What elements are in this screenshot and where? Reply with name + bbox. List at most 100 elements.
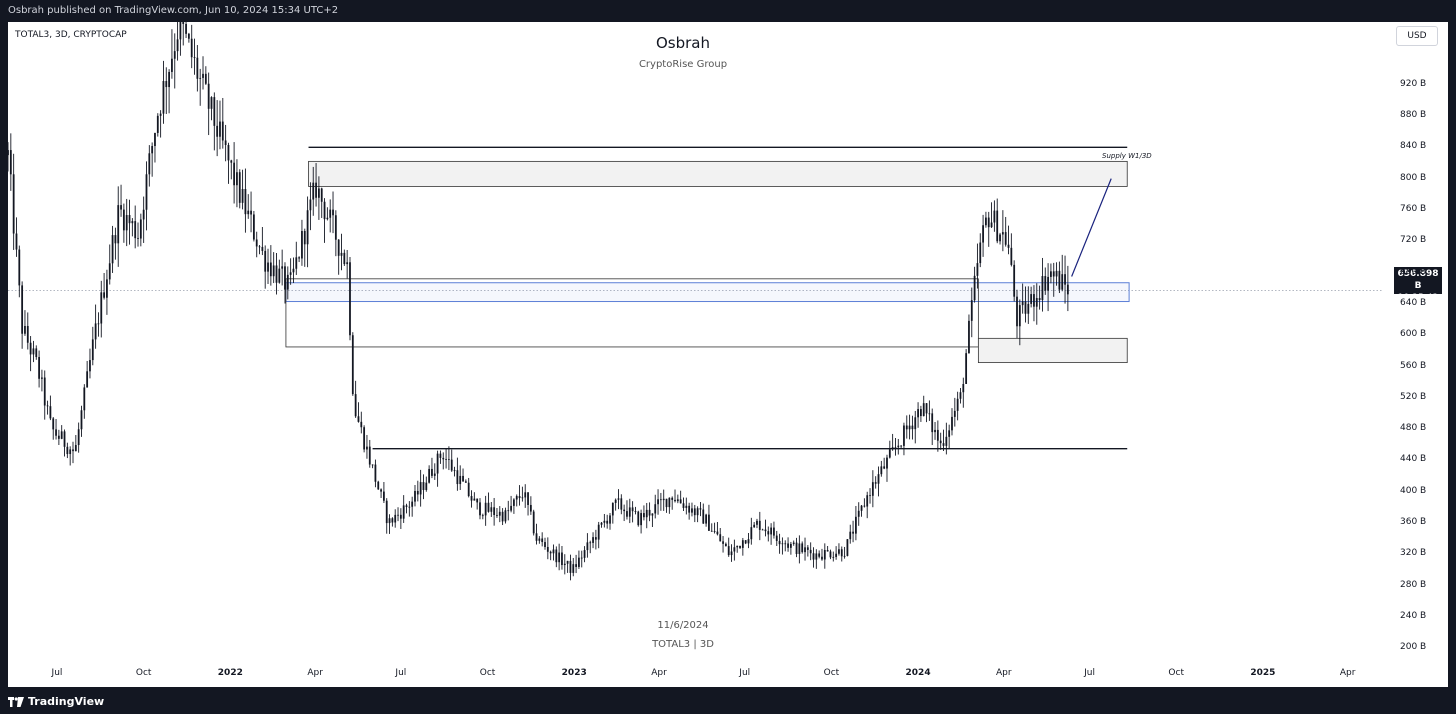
candle [481,513,484,520]
candle [156,113,159,137]
currency-button[interactable]: USD [1396,26,1438,46]
candle [510,495,512,513]
candle [546,537,549,560]
candle [795,537,798,558]
publisher-line: Osbrah published on TradingView.com, Jun… [8,5,339,16]
chart-plot[interactable] [8,22,1448,687]
candle [354,380,357,418]
candle [244,168,247,233]
candle [659,492,662,511]
candle [871,470,874,508]
candle [572,557,575,577]
candle [219,100,221,150]
candle [8,142,9,172]
candle [739,545,741,550]
candle [611,502,614,524]
candle [210,96,213,121]
candle [171,29,173,79]
chart-title: Osbrah [655,34,710,52]
candle [114,227,117,260]
candle [903,422,905,456]
x-tick-label: Apr [651,668,667,678]
candle [1033,285,1035,322]
candle [15,217,18,257]
candle [261,227,264,256]
candle [408,501,411,517]
candle [956,391,959,421]
candle [1064,255,1066,304]
candle [176,22,179,61]
candle [665,498,668,513]
x-tick-label: Apr [307,668,323,678]
candle [100,280,103,338]
chart-canvas[interactable]: TOTAL3, 3D, CRYPTOCAP USD Osbrah CryptoR… [8,22,1448,687]
candle [1027,286,1030,324]
candle [258,245,261,255]
candle [120,184,122,217]
candle [108,244,111,285]
candle [425,476,428,492]
candle [122,203,125,243]
candle [1030,286,1033,308]
candle [306,196,309,268]
candle [614,498,617,511]
candle [773,521,775,539]
bar-countdown: 10:25:42 [1397,293,1439,303]
candle [936,420,939,452]
bottom-bar: TradingView [0,687,1456,714]
symbol-legend[interactable]: TOTAL3, 3D, CRYPTOCAP [15,30,127,40]
candle [165,67,168,114]
candle [168,69,171,114]
candle [594,529,597,550]
candle [925,403,928,423]
candle [1035,283,1038,325]
candle [329,199,332,233]
tradingview-logo[interactable]: TradingView [8,695,104,708]
watermark-symbol: TOTAL3 | 3D [652,639,714,650]
candle [193,38,196,75]
candle [733,539,736,561]
candle [74,435,77,452]
candle [9,133,12,191]
candle [236,159,238,208]
candle [433,463,436,480]
candle [874,476,877,489]
candle [312,166,315,216]
candle [303,228,306,267]
candle [682,497,685,512]
candle [589,540,592,554]
candle [57,429,60,446]
candle [569,554,572,581]
candle [436,450,439,487]
candle [346,249,349,279]
candle [1021,283,1024,314]
candle [154,132,156,163]
x-tick-label: 2024 [905,668,931,678]
candle [202,56,204,90]
candle [1016,289,1018,339]
candle [747,532,750,549]
candle [708,504,710,531]
candle [914,410,917,444]
candle [987,211,990,247]
candle [142,196,145,243]
candle [781,537,784,555]
candle [213,92,216,151]
candle [843,546,846,559]
candle [349,256,351,341]
candle [464,479,467,483]
candle [815,549,818,569]
candle [77,422,80,453]
candle [94,304,97,349]
candle [371,464,374,469]
candle [1018,299,1021,346]
candle [676,494,679,504]
candle [128,199,131,245]
candle [399,508,402,529]
candle [679,490,682,504]
candle [63,429,66,457]
x-tick-label: Apr [996,668,1012,678]
candle [778,533,781,554]
candle [702,503,705,524]
candle [411,496,414,517]
